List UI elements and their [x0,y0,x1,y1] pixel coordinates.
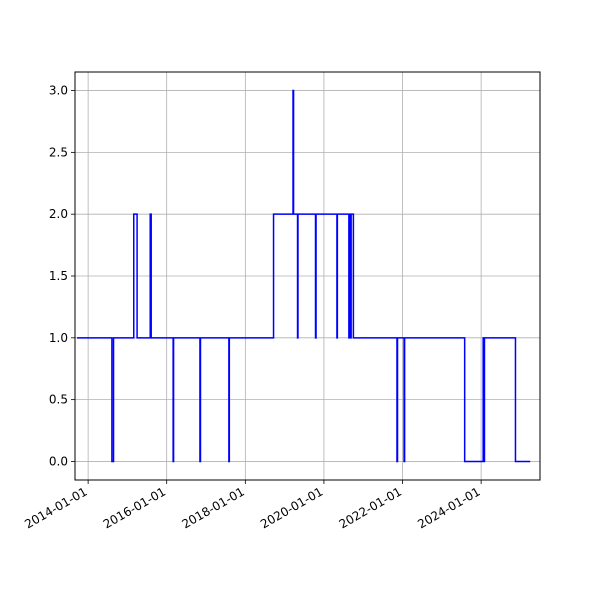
y-tick-label: 2.5 [49,145,68,159]
series-line-0 [77,89,531,463]
y-tick-label: 1.5 [49,269,68,283]
grid [75,72,540,480]
y-tick-label: 0.5 [49,393,68,407]
ticks: 0.0 0.5 1.0 1.5 2.0 2.5 3.0 2014-01-01 2016-01-0… [22,84,482,532]
x-tick-label: 2020-01-01 [258,484,325,531]
x-tick-label: 2022-01-01 [337,484,404,531]
x-tick-label: 2018-01-01 [179,484,246,531]
y-tick-label: 2.0 [49,207,68,221]
x-tick-label: 2024-01-01 [415,484,482,531]
y-tick-label: 0.0 [49,454,68,468]
x-tick-label: 2016-01-01 [101,484,168,531]
x-tick-label: 2014-01-01 [22,484,89,531]
y-tick-label: 3.0 [49,84,68,98]
series-layer [77,89,531,463]
y-tick-label: 1.0 [49,331,68,345]
